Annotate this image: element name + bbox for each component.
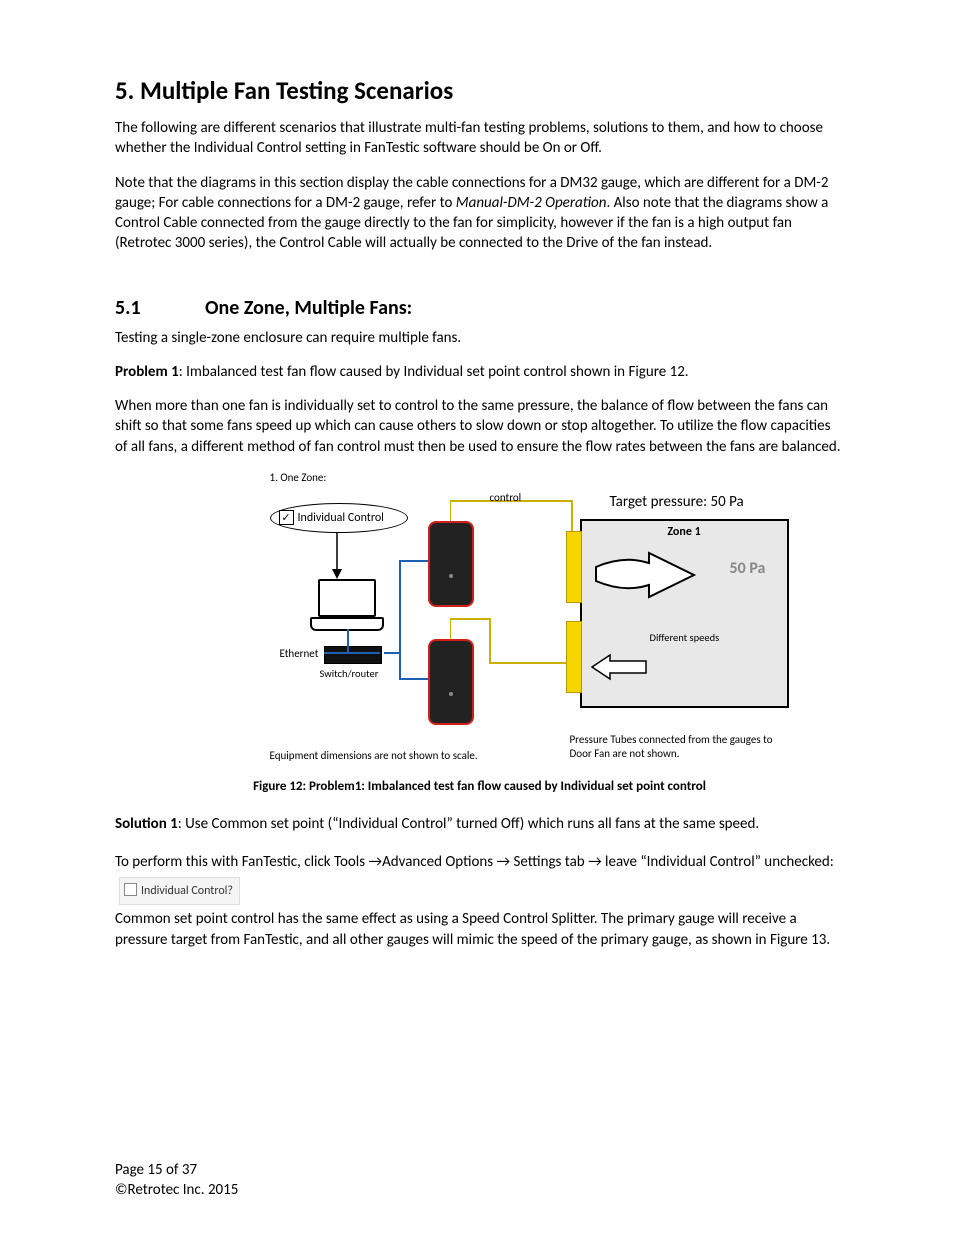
problem-label: Problem 1 <box>115 363 179 381</box>
text: To perform this with FanTestic, click To… <box>115 853 834 871</box>
paragraph: Note that the diagrams in this section d… <box>115 173 844 254</box>
subsection-heading: 5.1One Zone, Multiple Fans: <box>115 296 844 320</box>
paragraph: To perform this with FanTestic, click To… <box>115 848 844 905</box>
individual-control-checkbox-image: Individual Control? <box>119 877 240 906</box>
paragraph: Testing a single-zone enclosure can requ… <box>115 328 844 348</box>
page-footer: Page 15 of 37 ©Retrotec Inc. 2015 <box>115 1161 238 1200</box>
fan-icon <box>566 531 582 603</box>
figure-12-diagram: 1. One Zone: ✓ Individual Control Ethern… <box>170 471 790 771</box>
diagram-title: 1. One Zone: <box>270 471 327 484</box>
page-number: Page 15 of 37 <box>115 1161 238 1181</box>
diagram-note-left: Equipment dimensions are not shown to sc… <box>270 749 478 762</box>
flow-arrow-small <box>590 653 650 681</box>
paragraph: Solution 1: Use Common set point (“Indiv… <box>115 814 844 834</box>
different-speeds-label: Different speeds <box>650 631 720 644</box>
text: : Imbalanced test fan flow caused by Ind… <box>179 363 689 381</box>
paragraph: Problem 1: Imbalanced test fan flow caus… <box>115 362 844 382</box>
section-title: Multiple Fan Testing Scenarios <box>140 75 453 106</box>
zone-label: Zone 1 <box>582 525 787 539</box>
target-pressure-label: Target pressure: 50 Pa <box>610 493 744 511</box>
figure-caption: Figure 12: Problem1: Imbalanced test fan… <box>115 779 844 794</box>
checkbox-icon <box>124 883 137 896</box>
pressure-value: 50 Pa <box>730 559 766 578</box>
paragraph: The following are different scenarios th… <box>115 118 844 159</box>
copyright: ©Retrotec Inc. 2015 <box>115 1181 238 1201</box>
manual-reference: Manual-DM-2 Operation <box>456 194 607 212</box>
subsection-number: 5.1 <box>115 296 205 320</box>
section-number: 5. <box>115 75 134 106</box>
fan-icon <box>566 621 582 693</box>
text: : Use Common set point (“Individual Cont… <box>178 815 759 833</box>
control-label: control <box>490 491 522 504</box>
solution-label: Solution 1 <box>115 815 178 833</box>
checkbox-label: Individual Control? <box>141 884 233 898</box>
section-heading: 5. Multiple Fan Testing Scenarios <box>115 75 844 106</box>
oval-label: Individual Control <box>298 511 384 525</box>
document-page: 5. Multiple Fan Testing Scenarios The fo… <box>0 0 954 1235</box>
flow-arrow-large <box>594 551 704 599</box>
checkmark-icon: ✓ <box>279 510 294 525</box>
diagram-note-right: Pressure Tubes connected from the gauges… <box>570 733 790 762</box>
individual-control-oval: ✓ Individual Control <box>270 503 408 533</box>
paragraph: When more than one fan is individually s… <box>115 396 844 457</box>
paragraph: Common set point control has the same ef… <box>115 909 844 950</box>
subsection-title: One Zone, Multiple Fans: <box>205 296 412 320</box>
